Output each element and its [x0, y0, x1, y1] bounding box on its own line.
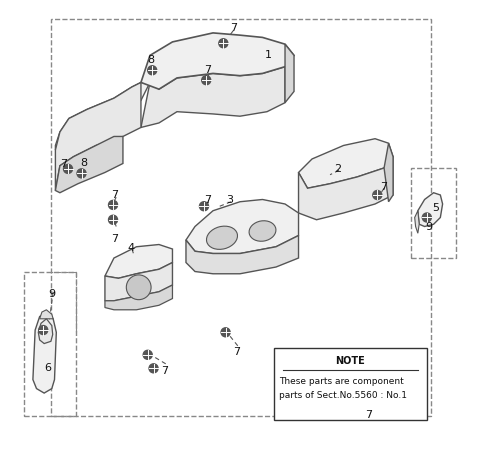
Polygon shape: [55, 82, 141, 190]
Polygon shape: [186, 236, 299, 274]
Text: 5: 5: [432, 203, 439, 213]
Polygon shape: [105, 263, 172, 301]
Circle shape: [149, 364, 158, 373]
Ellipse shape: [126, 275, 151, 300]
Text: 8: 8: [147, 55, 155, 65]
Text: 7: 7: [230, 23, 237, 33]
Circle shape: [219, 39, 228, 48]
Text: 7: 7: [161, 366, 168, 376]
Circle shape: [108, 200, 118, 209]
Text: 7: 7: [233, 347, 240, 357]
Polygon shape: [33, 312, 56, 393]
Text: 1: 1: [264, 50, 271, 60]
Circle shape: [63, 164, 72, 173]
Text: 6: 6: [44, 363, 51, 373]
Text: parts of Sect.No.5560 : No.1: parts of Sect.No.5560 : No.1: [279, 391, 407, 400]
Polygon shape: [384, 143, 393, 202]
Circle shape: [200, 202, 208, 211]
Text: 9: 9: [48, 289, 55, 299]
Ellipse shape: [206, 226, 238, 249]
Text: 7: 7: [365, 410, 372, 419]
Ellipse shape: [249, 221, 276, 241]
Text: 2: 2: [335, 164, 342, 174]
Text: 7: 7: [111, 234, 119, 244]
Circle shape: [221, 328, 230, 337]
Polygon shape: [299, 157, 393, 220]
Polygon shape: [415, 211, 419, 233]
Polygon shape: [418, 193, 443, 226]
Polygon shape: [105, 285, 172, 310]
FancyBboxPatch shape: [274, 348, 427, 420]
Circle shape: [39, 326, 48, 335]
Circle shape: [108, 215, 118, 224]
Circle shape: [373, 190, 382, 199]
Text: 9: 9: [426, 222, 432, 231]
Circle shape: [77, 169, 86, 178]
Polygon shape: [141, 67, 285, 127]
Circle shape: [148, 66, 156, 75]
Text: 7: 7: [204, 195, 211, 205]
Polygon shape: [55, 136, 123, 193]
Text: 3: 3: [227, 195, 234, 205]
Polygon shape: [105, 245, 172, 278]
Polygon shape: [55, 82, 150, 150]
Text: 4: 4: [128, 243, 134, 253]
Circle shape: [422, 213, 432, 222]
Text: 7: 7: [204, 65, 211, 75]
Text: NOTE: NOTE: [336, 356, 365, 366]
Polygon shape: [299, 139, 393, 188]
Text: These parts are component: These parts are component: [279, 377, 404, 386]
Circle shape: [202, 76, 211, 85]
Circle shape: [143, 350, 152, 359]
Polygon shape: [141, 33, 294, 89]
Polygon shape: [285, 44, 294, 103]
Polygon shape: [186, 199, 299, 254]
Text: 7: 7: [111, 190, 119, 200]
Polygon shape: [40, 310, 53, 319]
Text: 7: 7: [60, 159, 67, 169]
Text: 7: 7: [380, 182, 387, 192]
Text: 8: 8: [80, 159, 87, 169]
Polygon shape: [38, 319, 53, 343]
